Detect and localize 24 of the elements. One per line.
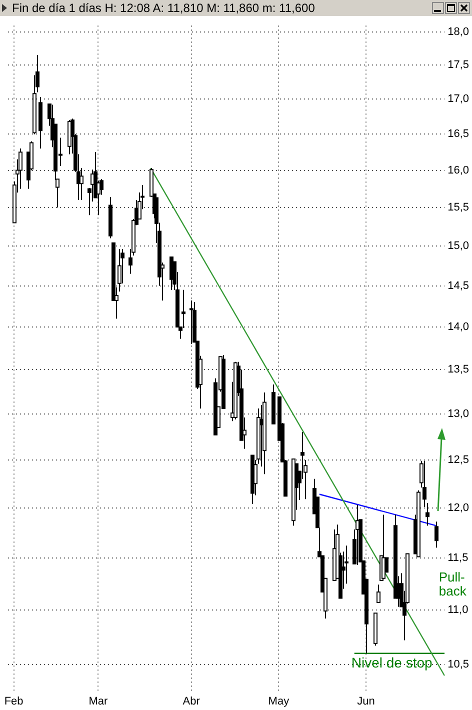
x-tick-label: Jun xyxy=(357,695,375,708)
y-tick-label: 12,5 xyxy=(448,454,470,466)
y-tick-label: 11,0 xyxy=(448,604,468,616)
series-label: Nivel de stop xyxy=(351,654,433,670)
x-tick-label: Mar xyxy=(88,695,108,708)
chart-title: Fin de día 1 días H: 12:08 A: 11,810 M: 11,860 m: 11,600 xyxy=(12,1,315,15)
x-tick-label: Abr xyxy=(182,695,200,708)
y-tick-label: 10,5 xyxy=(448,658,470,671)
annotation: Pull-back xyxy=(438,570,467,599)
y-tick-label: 18,0 xyxy=(448,26,470,38)
y-tick-label: 17,5 xyxy=(448,59,470,72)
x-tick-label: Feb xyxy=(4,695,24,708)
x-tick-label: May xyxy=(268,695,290,708)
y-tick-label: 16,0 xyxy=(448,164,470,176)
y-tick-label: 17,0 xyxy=(448,93,470,106)
y-tick-label: 16,5 xyxy=(448,128,470,140)
y-tick-label: 15,0 xyxy=(448,240,470,252)
y-tick-label: 14,0 xyxy=(448,321,470,334)
y-tick-label: 14,5 xyxy=(448,280,470,292)
y-tick-label: 13,0 xyxy=(448,408,470,420)
y-tick-label: 13,5 xyxy=(448,364,470,376)
y-tick-label: 11,5 xyxy=(448,552,468,564)
y-tick-label: 15,5 xyxy=(448,202,470,214)
y-tick-label: 12,0 xyxy=(448,502,470,514)
